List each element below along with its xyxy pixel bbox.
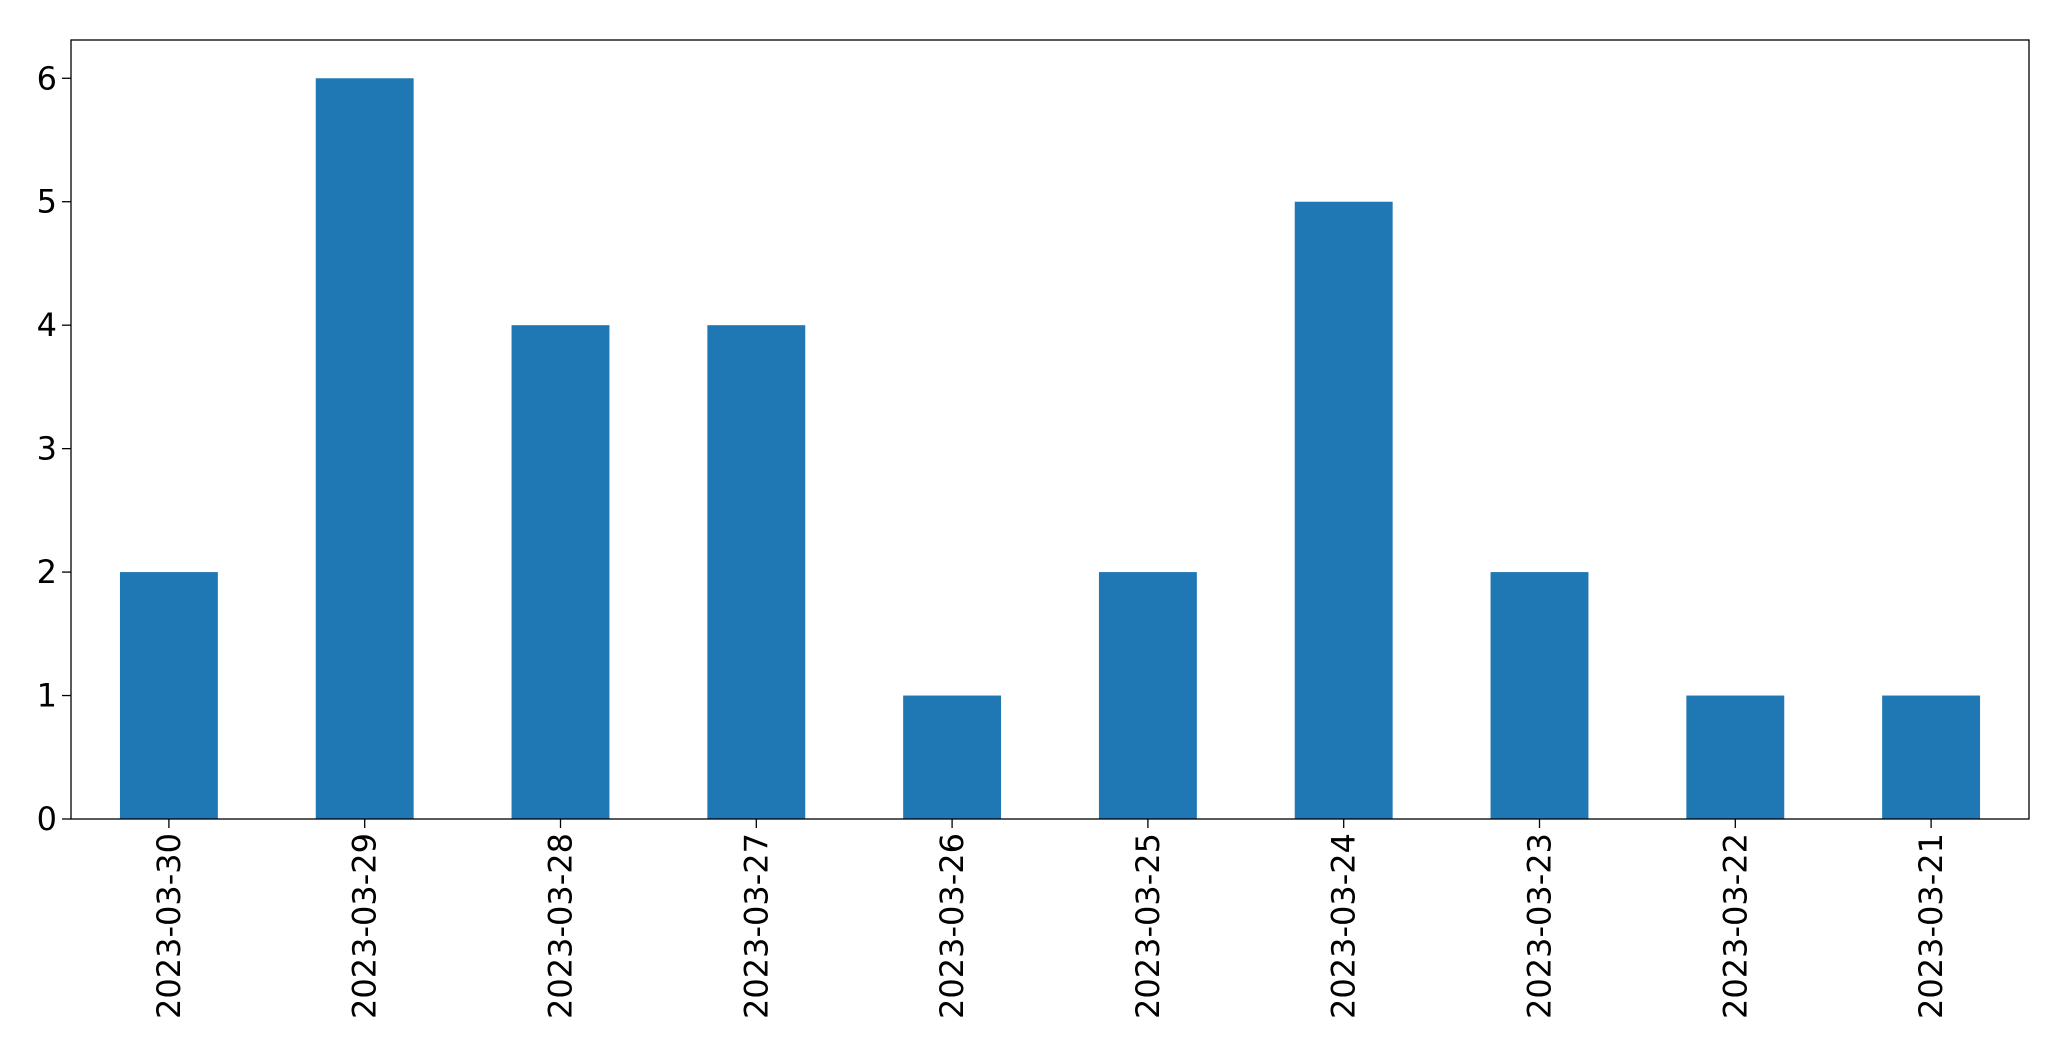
bar xyxy=(1882,695,1981,819)
bar xyxy=(707,325,806,819)
y-tick-label: 0 xyxy=(37,800,57,838)
bar xyxy=(511,325,610,819)
y-tick-label: 2 xyxy=(37,553,57,591)
x-tick-label: 2023-03-29 xyxy=(346,833,384,1019)
x-tick-label: 2023-03-25 xyxy=(1129,833,1167,1019)
x-tick-label: 2023-03-27 xyxy=(737,833,775,1019)
bar xyxy=(1686,695,1785,819)
y-tick-label: 5 xyxy=(37,183,57,221)
bar xyxy=(119,572,218,819)
bar xyxy=(1294,201,1393,819)
y-tick-label: 6 xyxy=(37,59,57,97)
x-tick-label: 2023-03-24 xyxy=(1325,833,1363,1019)
bar xyxy=(315,78,414,819)
x-tick-label: 2023-03-23 xyxy=(1521,833,1559,1019)
x-tick-label: 2023-03-30 xyxy=(150,833,188,1019)
y-tick-label: 3 xyxy=(37,430,57,468)
x-tick-label: 2023-03-26 xyxy=(933,833,971,1019)
bar xyxy=(903,695,1002,819)
y-tick-label: 4 xyxy=(37,306,57,344)
plot-frame xyxy=(70,39,2030,820)
bar xyxy=(1098,572,1197,819)
y-tick-label: 1 xyxy=(37,677,57,715)
bar xyxy=(1490,572,1589,819)
x-tick-label: 2023-03-22 xyxy=(1716,833,1754,1019)
x-tick-label: 2023-03-28 xyxy=(542,833,580,1019)
x-tick-label: 2023-03-21 xyxy=(1912,833,1950,1019)
